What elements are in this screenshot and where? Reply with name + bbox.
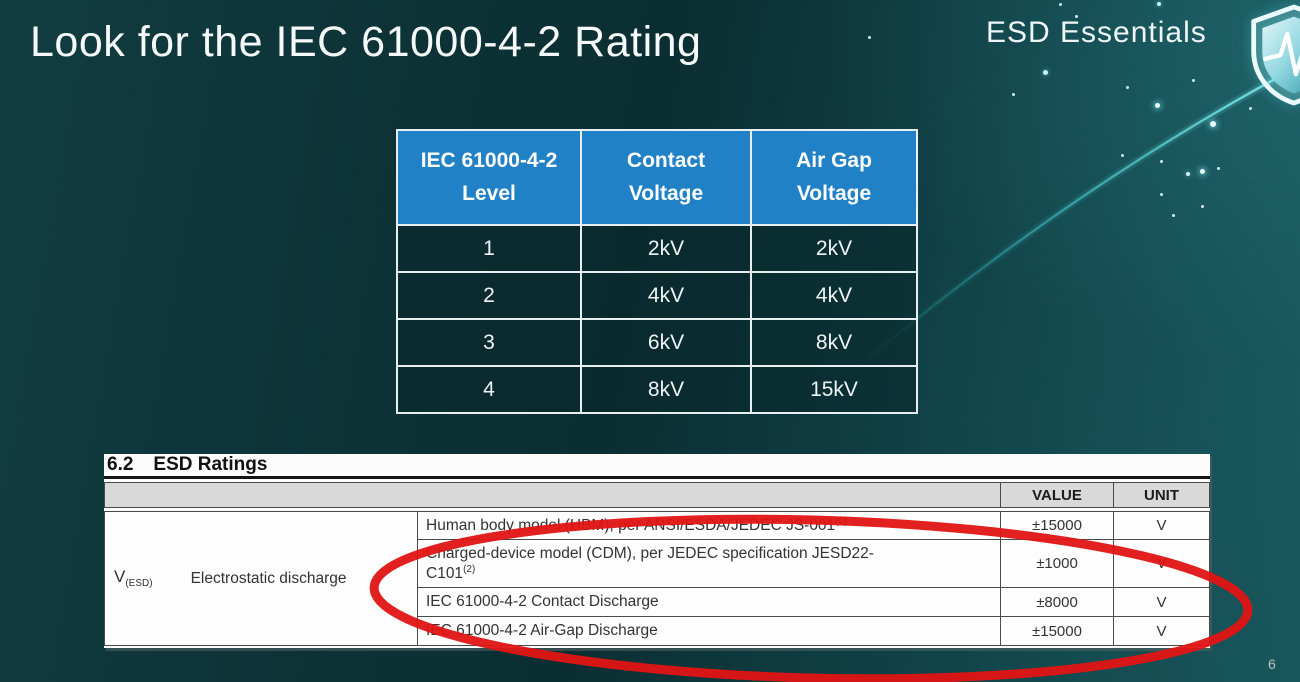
- rating-header-level: IEC 61000-4-2 Level: [398, 131, 580, 224]
- particle: [1043, 70, 1048, 75]
- value-column-header: VALUE: [1000, 483, 1113, 507]
- section-title: ESD Ratings: [153, 454, 268, 475]
- unit-column-header: UNIT: [1113, 483, 1209, 507]
- rating-cell: 4: [398, 365, 580, 412]
- particle: [1172, 214, 1175, 217]
- footnote-sup: (1): [835, 515, 848, 527]
- header-line: Voltage: [628, 181, 704, 205]
- rating-cell: 4kV: [580, 271, 750, 318]
- particle: [1217, 167, 1220, 170]
- value-cell: ±8000: [1000, 587, 1113, 616]
- symbol-subscript: (ESD): [125, 578, 153, 590]
- desc-line: Charged-device model (CDM), per JEDEC sp…: [426, 544, 992, 584]
- header-line: Contact: [626, 148, 706, 172]
- parameter-name: Electrostatic discharge: [190, 569, 347, 587]
- header-line: Level: [462, 181, 516, 205]
- particle: [1201, 205, 1204, 208]
- value-cell: ±15000: [1000, 512, 1113, 539]
- desc-text: C101: [426, 564, 464, 582]
- desc-line: Human body model (HBM), per ANSI/ESDA/JE…: [426, 516, 992, 536]
- value-cell: ±1000: [1000, 539, 1113, 587]
- symbol: V(ESD): [114, 567, 153, 589]
- rating-cell: 2kV: [580, 224, 750, 271]
- rating-header-airgap: Air Gap Voltage: [750, 131, 916, 224]
- rating-cell: 8kV: [580, 365, 750, 412]
- rating-cell: 8kV: [750, 318, 916, 365]
- datasheet-section-heading: 6.2 ESD Ratings: [104, 454, 1210, 479]
- unit-cell: V: [1113, 539, 1209, 587]
- particle: [1160, 160, 1163, 163]
- iec-rating-table: IEC 61000-4-2 Level Contact Voltage Air …: [396, 129, 918, 414]
- unit-cell: V: [1113, 587, 1209, 616]
- particle: [1012, 93, 1015, 96]
- slide-title: Look for the IEC 61000-4-2 Rating: [30, 18, 702, 66]
- rating-header-contact: Contact Voltage: [580, 131, 750, 224]
- rating-cell: 1: [398, 224, 580, 271]
- particle: [868, 36, 871, 39]
- brand-text: ESD Essentials: [986, 16, 1207, 49]
- test-description: IEC 61000-4-2 Air-Gap Discharge: [417, 616, 1000, 645]
- desc-line: IEC 61000-4-2 Air-Gap Discharge: [426, 621, 992, 641]
- header-spacer: [105, 483, 1000, 507]
- rating-cell: 2: [398, 271, 580, 318]
- particle: [1192, 79, 1195, 82]
- particle: [1160, 193, 1163, 196]
- datasheet-header-row: VALUE UNIT: [104, 482, 1210, 508]
- section-number: 6.2: [107, 454, 134, 475]
- value-cell: ±15000: [1000, 616, 1113, 645]
- page-number: 6: [1268, 656, 1276, 672]
- shield-pulse-icon: [1251, 4, 1300, 106]
- particle: [1155, 103, 1160, 108]
- rating-cell: 15kV: [750, 365, 916, 412]
- desc-text: Charged-device model (CDM), per JEDEC sp…: [426, 544, 874, 562]
- symbol-parameter-cell: V(ESD) Electrostatic discharge: [105, 512, 417, 645]
- particle: [1059, 3, 1062, 6]
- rating-cell: 3: [398, 318, 580, 365]
- desc-line: IEC 61000-4-2 Contact Discharge: [426, 592, 992, 612]
- particle: [1157, 2, 1161, 6]
- rating-cell: 2kV: [750, 224, 916, 271]
- test-description: Human body model (HBM), per ANSI/ESDA/JE…: [417, 512, 1000, 539]
- desc-line2: C101(2): [426, 564, 992, 584]
- rating-cell: 4kV: [750, 271, 916, 318]
- particle: [1249, 107, 1252, 110]
- rating-cell: 6kV: [580, 318, 750, 365]
- test-description: IEC 61000-4-2 Contact Discharge: [417, 587, 1000, 616]
- desc-text: IEC 61000-4-2 Contact Discharge: [426, 593, 659, 611]
- desc-text: IEC 61000-4-2 Air-Gap Discharge: [426, 622, 658, 640]
- unit-cell: V: [1113, 512, 1209, 539]
- particle: [1121, 154, 1124, 157]
- test-description: Charged-device model (CDM), per JEDEC sp…: [417, 539, 1000, 587]
- particle: [1186, 172, 1190, 176]
- particle: [1200, 169, 1205, 174]
- particle: [1126, 86, 1129, 89]
- unit-cell: V: [1113, 616, 1209, 645]
- datasheet-table-body: V(ESD) Electrostatic discharge Human bod…: [104, 511, 1210, 646]
- particle: [1210, 121, 1216, 127]
- desc-text: Human body model (HBM), per ANSI/ESDA/JE…: [426, 516, 836, 534]
- header-line: Air Gap: [796, 148, 872, 172]
- footnote-sup: (2): [463, 563, 476, 575]
- header-line: Voltage: [796, 181, 872, 205]
- symbol-text: V: [114, 567, 126, 587]
- datasheet-panel: 6.2 ESD Ratings VALUE UNIT V(ESD) Electr…: [104, 454, 1210, 648]
- header-line: IEC 61000-4-2: [420, 148, 558, 172]
